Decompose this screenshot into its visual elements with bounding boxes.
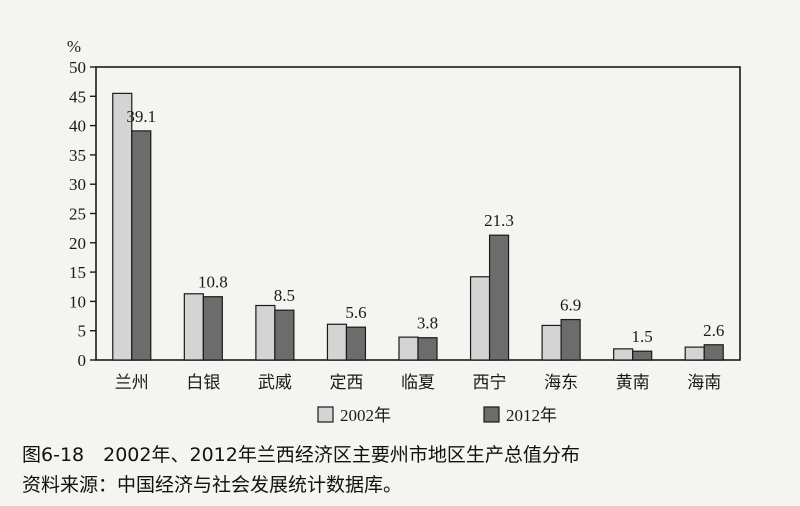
y-tick-label: 5: [78, 322, 87, 341]
bar-2012: [560, 318, 581, 361]
y-tick-label: 0: [78, 351, 87, 370]
legend-swatch: [483, 406, 500, 423]
data-label: 2.6: [703, 321, 724, 340]
data-label: 8.5: [274, 286, 295, 305]
bar-2012: [202, 296, 223, 361]
bar-2002: [613, 348, 634, 361]
y-tick-label: 45: [69, 87, 86, 106]
x-tick-label: 白银: [186, 373, 220, 393]
x-axis-labels: 兰州 白银 武威 定西 临夏 西宁 海东 黄南 海南: [115, 373, 721, 393]
legend: 2002年 2012年: [317, 406, 557, 425]
x-tick-label: 海东: [544, 373, 578, 393]
legend-label: 2002年: [340, 406, 391, 425]
bar-2002: [684, 346, 705, 361]
bar-2012: [274, 309, 295, 361]
bar-2002: [541, 324, 562, 361]
y-axis: 0 5 10 15 20 25 30 35 40 45 50: [69, 58, 96, 370]
bar-2012: [131, 130, 152, 361]
bar-2002: [326, 323, 348, 361]
data-label: 1.5: [632, 327, 653, 346]
bar-2012: [632, 350, 653, 361]
bar-2002: [255, 304, 276, 361]
y-tick-label: 20: [69, 234, 86, 253]
bar-2002: [469, 276, 491, 361]
x-tick-label: 黄南: [616, 373, 650, 393]
x-tick-label: 海南: [687, 373, 721, 393]
bar-chart: % 0 5 10 15 20 25 30 35 40 45 50 39.1 10.8 8.5 5.6 3.8…: [67, 37, 741, 425]
x-tick-label: 西宁: [473, 373, 507, 393]
data-label: 5.6: [345, 303, 366, 322]
y-tick-label: 40: [69, 117, 86, 136]
y-tick-label: 10: [69, 292, 86, 311]
y-tick-label: 25: [69, 205, 86, 224]
x-tick-label: 兰州: [115, 373, 149, 393]
bar-2012: [417, 337, 438, 361]
data-label: 3.8: [417, 314, 438, 333]
y-tick-label: 50: [69, 58, 86, 77]
legend-swatch: [317, 406, 334, 423]
legend-label: 2012年: [506, 406, 557, 425]
x-tick-label: 武威: [258, 373, 292, 393]
bars: 39.1 10.8 8.5 5.6 3.8 21.3 6.9 1.5 2.6: [112, 92, 724, 361]
data-label: 39.1: [126, 107, 156, 126]
x-tick-label: 定西: [329, 373, 363, 393]
y-axis-unit-label: %: [67, 37, 81, 56]
bar-2002: [112, 92, 133, 361]
data-label: 21.3: [484, 211, 514, 230]
y-tick-label: 35: [69, 146, 86, 165]
y-tick-label: 15: [69, 263, 86, 282]
figure-caption: 图6-18 2002年、2012年兰西经济区主要州市地区生产总值分布: [22, 444, 580, 466]
bar-2002: [183, 293, 204, 361]
source-note: 资料来源：中国经济与社会发展统计数据库。: [22, 474, 403, 496]
bar-2012: [345, 326, 367, 361]
y-tick-label: 30: [69, 175, 86, 194]
data-label: 6.9: [560, 296, 581, 315]
data-label: 10.8: [198, 273, 228, 292]
bar-2012: [703, 344, 724, 361]
bar-2002: [398, 336, 419, 361]
bar-2012: [488, 234, 510, 361]
x-tick-label: 临夏: [401, 373, 435, 393]
